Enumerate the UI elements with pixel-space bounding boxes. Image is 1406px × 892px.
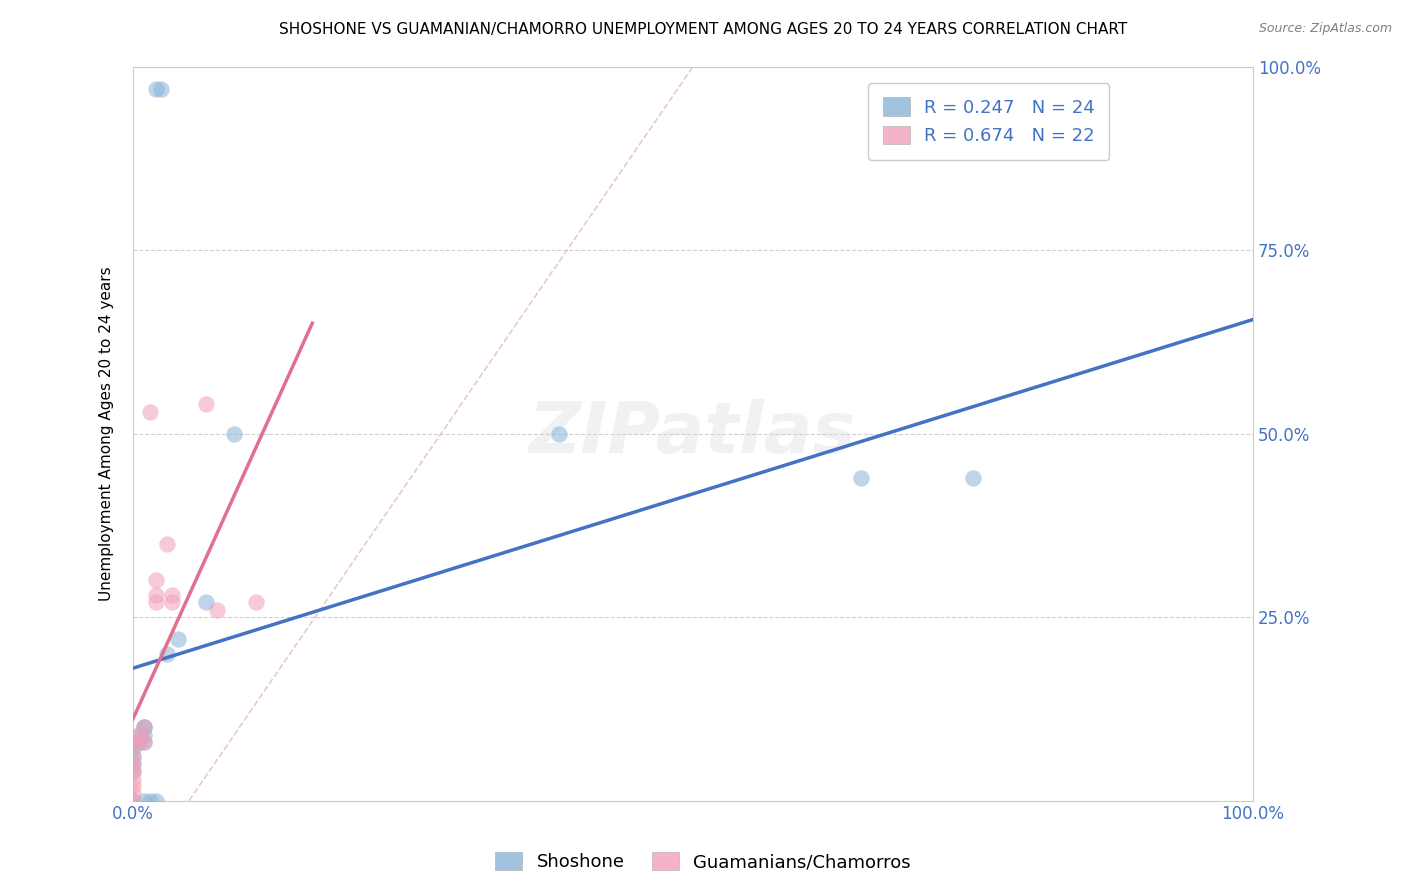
Point: [122, 735, 145, 749]
Point: [145, 794, 167, 808]
Point: [205, 603, 228, 617]
Point: [145, 588, 167, 602]
Point: [128, 735, 150, 749]
Point: [134, 727, 156, 741]
Point: [134, 720, 156, 734]
Point: [162, 595, 184, 609]
Point: [122, 764, 145, 779]
Point: [128, 727, 150, 741]
Point: [122, 756, 145, 771]
Point: [145, 81, 167, 95]
Point: [162, 588, 184, 602]
Legend: Shoshone, Guamanians/Chamorros: Shoshone, Guamanians/Chamorros: [488, 845, 918, 879]
Point: [150, 81, 173, 95]
Point: [122, 794, 145, 808]
Point: [139, 794, 162, 808]
Point: [245, 595, 267, 609]
Point: [134, 794, 156, 808]
Point: [122, 756, 145, 771]
Point: [122, 749, 145, 764]
Point: [547, 426, 569, 441]
Point: [122, 794, 145, 808]
Point: [122, 772, 145, 786]
Point: [167, 632, 190, 647]
Point: [128, 735, 150, 749]
Point: [128, 727, 150, 741]
Point: [134, 735, 156, 749]
Point: [156, 537, 179, 551]
Text: ZIPatlas: ZIPatlas: [529, 399, 856, 468]
Point: [849, 470, 872, 484]
Point: [122, 779, 145, 793]
Point: [194, 397, 217, 411]
Point: [962, 470, 984, 484]
Y-axis label: Unemployment Among Ages 20 to 24 years: Unemployment Among Ages 20 to 24 years: [100, 267, 114, 601]
Point: [122, 742, 145, 756]
Point: [134, 720, 156, 734]
Point: [122, 735, 145, 749]
Point: [156, 647, 179, 661]
Point: [122, 786, 145, 800]
Text: Source: ZipAtlas.com: Source: ZipAtlas.com: [1258, 22, 1392, 36]
Point: [122, 749, 145, 764]
Point: [134, 720, 156, 734]
Point: [145, 574, 167, 588]
Point: [194, 595, 217, 609]
Point: [139, 404, 162, 418]
Point: [145, 595, 167, 609]
Text: SHOSHONE VS GUAMANIAN/CHAMORRO UNEMPLOYMENT AMONG AGES 20 TO 24 YEARS CORRELATIO: SHOSHONE VS GUAMANIAN/CHAMORRO UNEMPLOYM…: [278, 22, 1128, 37]
Point: [134, 735, 156, 749]
Legend: R = 0.247   N = 24, R = 0.674   N = 22: R = 0.247 N = 24, R = 0.674 N = 22: [869, 83, 1109, 160]
Point: [222, 426, 245, 441]
Point: [122, 764, 145, 779]
